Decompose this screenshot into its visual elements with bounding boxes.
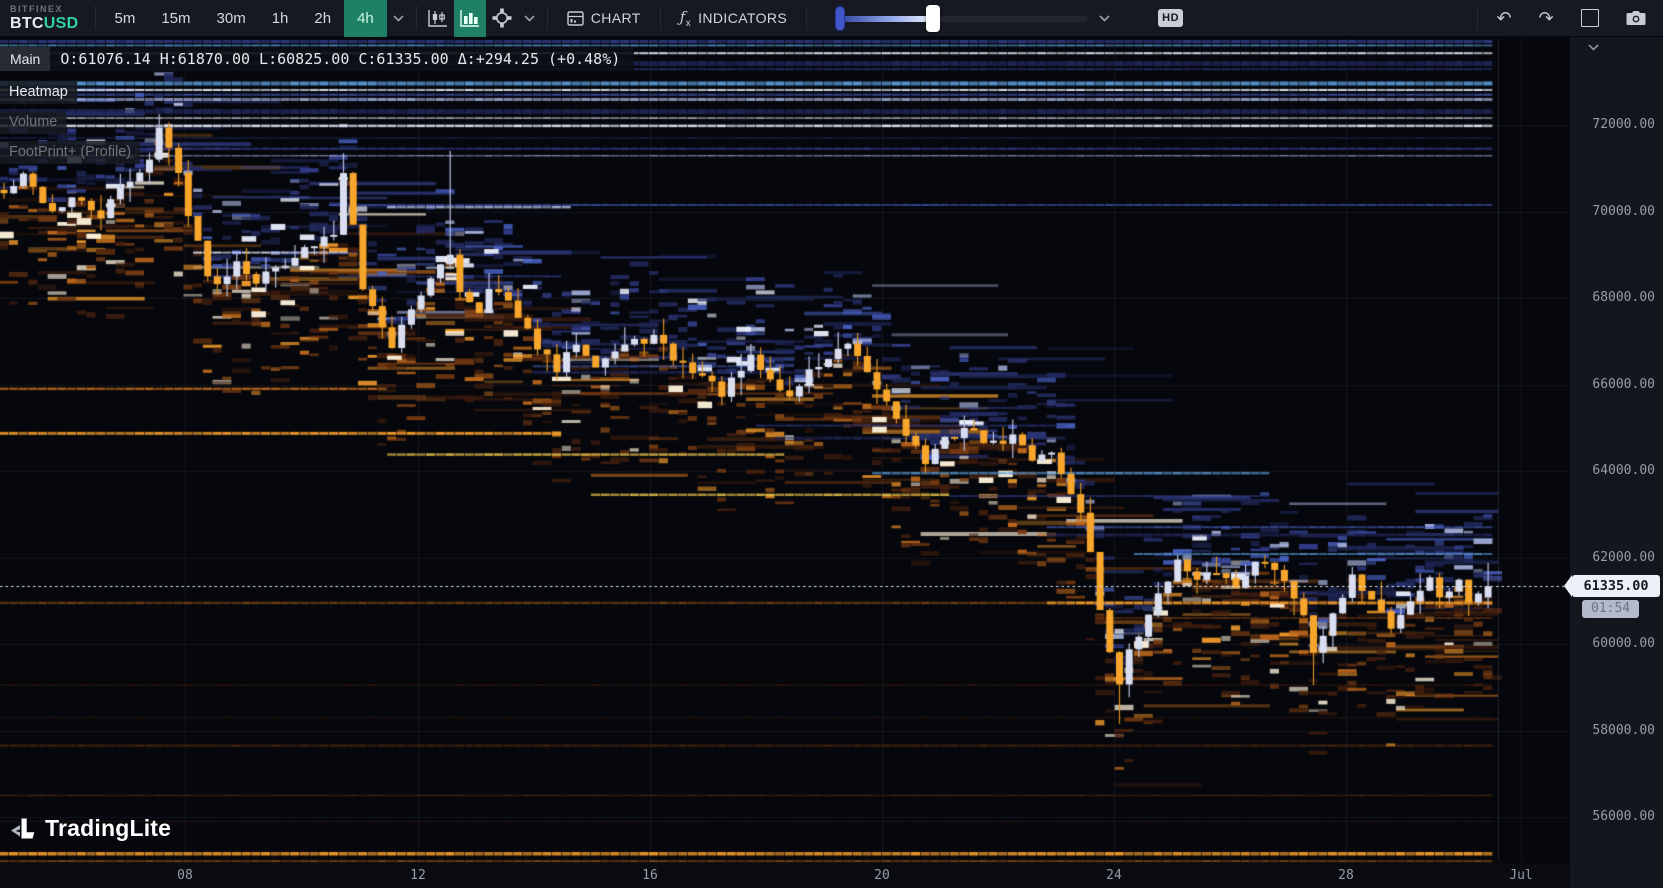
fullscreen-icon [1581,9,1599,27]
timeframe-1h[interactable]: 1h [259,0,302,37]
axis-chevron-down-icon[interactable] [1588,38,1599,56]
timeframe-4h-selected[interactable]: 4h [344,0,387,37]
slider-handle[interactable] [926,4,941,32]
price-axis-label: 64000.00 [1592,463,1655,478]
chart-button-label: CHART [590,10,641,26]
candle-countdown: 01:54 [1582,600,1640,618]
indicators-button-label: INDICATORS [698,10,788,26]
chevron-down-icon [1099,14,1110,22]
crosshair-target-icon [492,8,512,28]
heatmap-intensity-slider[interactable] [835,0,1089,37]
symbol-base: BTC [10,14,44,32]
heatmap-style-button[interactable] [453,0,486,37]
toolbar-divider [546,6,548,30]
redo-icon: ↷ [1538,8,1554,28]
screenshot-button[interactable] [1613,0,1659,37]
tool-dropdown-chevron[interactable] [518,0,542,37]
chart-panel-icon [567,10,584,26]
last-price-value: 61335.00 [1583,578,1649,594]
time-axis-label: Jul [1509,868,1533,883]
timeframe-15m[interactable]: 15m [148,0,203,37]
tradinglite-watermark: TradingLite [10,815,171,842]
timeframe-dropdown-chevron[interactable] [387,0,411,37]
chevron-down-icon [524,14,535,22]
price-axis-label: 70000.00 [1592,203,1655,219]
price-axis-label: 68000.00 [1592,290,1655,305]
undo-button[interactable]: ↶ [1483,0,1525,37]
crosshair-tool-button[interactable] [486,0,518,37]
toolbar: BITFINEX BTCUSD 5m 15m 30m 1h 2h 4h [0,0,1663,37]
slider-dropdown-chevron[interactable] [1092,0,1116,37]
symbol-quote: USD [43,14,79,32]
volume-bars-icon [460,10,479,27]
time-axis-label: 16 [642,868,658,883]
toolbar-divider [415,6,417,30]
price-axis-label: 56000.00 [1592,809,1655,824]
time-axis-label: 24 [1106,868,1122,883]
price-axis-label: 62000.00 [1592,549,1655,565]
price-axis-label: 60000.00 [1592,636,1655,651]
layer-chip-main[interactable]: Main [0,47,51,71]
time-axis-label: 08 [177,868,193,883]
watermark-text: TradingLite [45,815,172,841]
time-axis-label: 20 [874,868,890,883]
hd-badge[interactable]: HD [1158,9,1184,27]
price-axis[interactable]: 72000.00 70000.00 68000.00 66000.00 64000.00… [1570,37,1663,888]
last-price-tag: 61335.00 [1564,575,1660,597]
camera-icon [1626,11,1646,25]
redo-button[interactable]: ↷ [1525,0,1567,37]
ohlc-legend: Main O:61076.14 H:61870.00 L:60825.00 C:… [0,47,635,71]
indicators-button[interactable]: ƒx INDICATORS [666,0,801,37]
slider-min-handle[interactable] [835,5,846,31]
timeframe-30m[interactable]: 30m [204,0,259,37]
toolbar-divider [1477,6,1478,30]
slider-track[interactable] [838,15,1089,22]
price-axis-label: 72000.00 [1592,117,1655,132]
fullscreen-button[interactable] [1567,0,1613,37]
symbol-pair: BTCUSD [10,14,79,32]
time-axis-label: 28 [1338,868,1354,883]
timeframe-5m[interactable]: 5m [101,0,148,37]
layer-toggle-heatmap[interactable]: Heatmap [0,81,77,104]
chart-button[interactable]: CHART [553,0,655,37]
layer-toggle-volume[interactable]: Volume [0,111,67,134]
layer-toggle-footprint[interactable]: FootPrint+ (Profile) [0,141,141,164]
fx-icon: ƒx [679,7,692,29]
chevron-down-icon [393,14,404,22]
exchange-label: BITFINEX [10,3,64,14]
undo-icon: ↶ [1496,8,1512,28]
timeframe-2h[interactable]: 2h [301,0,344,37]
slider-fill [838,15,934,22]
price-axis-label: 66000.00 [1592,376,1655,392]
time-axis[interactable]: 08 12 16 20 24 28 Jul [0,863,1570,888]
time-axis-label: 12 [410,868,426,883]
price-axis-label: 58000.00 [1592,722,1655,738]
candlestick-icon [428,10,447,27]
chart-area: 72000.00 70000.00 68000.00 66000.00 64000.00… [0,37,1663,888]
toolbar-divider [806,6,808,30]
ohlc-readout: O:61076.14 H:61870.00 L:60825.00 C:61335… [60,50,621,68]
candlestick-style-button[interactable] [422,0,454,37]
tradinglite-logo-icon [11,818,35,839]
symbol-selector[interactable]: BITFINEX BTCUSD [10,3,79,32]
toolbar-divider [95,6,97,30]
toolbar-divider [659,6,661,30]
heatmap-chart-canvas[interactable] [0,37,1570,863]
